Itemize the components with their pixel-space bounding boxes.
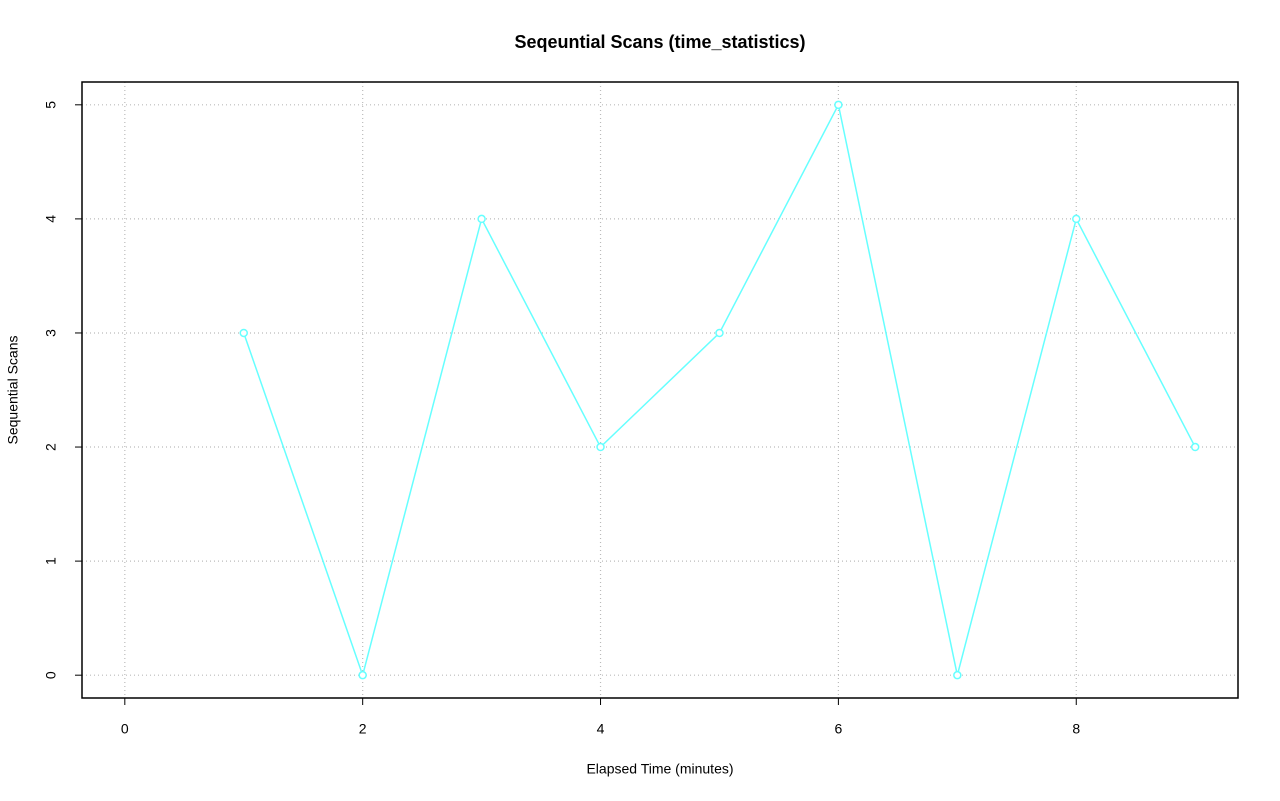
x-tick-label: 8 [1072, 721, 1080, 737]
data-point [358, 670, 367, 680]
data-point [1072, 214, 1081, 224]
x-tick-label: 0 [121, 721, 129, 737]
x-tick-label: 2 [359, 721, 367, 737]
chart-title: Seqeuntial Scans (time_statistics) [514, 32, 805, 52]
data-point [953, 670, 962, 680]
data-point [834, 100, 843, 110]
y-axis-label: Sequential Scans [5, 336, 21, 445]
x-tick-label: 4 [597, 721, 605, 737]
x-axis-label: Elapsed Time (minutes) [586, 761, 733, 777]
data-point [477, 214, 486, 224]
y-tick-label: 4 [43, 215, 59, 223]
y-tick-label: 3 [43, 329, 59, 337]
data-point [715, 328, 724, 338]
y-tick-label: 1 [43, 557, 59, 565]
y-tick-label: 5 [43, 101, 59, 109]
y-tick-label: 2 [43, 443, 59, 451]
x-tick-label: 6 [834, 721, 842, 737]
data-point [596, 442, 605, 452]
plot-frame [81, 81, 1239, 699]
y-tick-label: 0 [43, 671, 59, 679]
series-line [243, 102, 1196, 678]
data-point [239, 328, 248, 338]
data-point [1190, 442, 1200, 452]
